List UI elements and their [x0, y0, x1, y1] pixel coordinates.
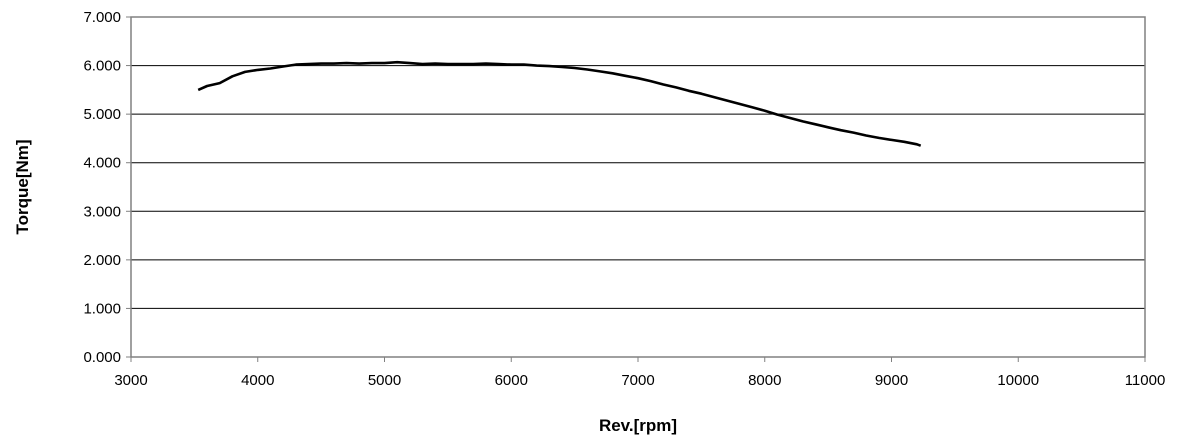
- y-tick-label: 1.000: [83, 300, 121, 317]
- x-axis-title: Rev.[rpm]: [599, 416, 677, 435]
- x-tick-label: 11000: [1125, 372, 1166, 389]
- y-tick-label: 4.000: [83, 155, 121, 172]
- y-tick-label: 0.000: [83, 349, 121, 366]
- x-tick-label: 5000: [368, 372, 401, 389]
- y-tick-label: 5.000: [83, 106, 121, 123]
- y-axis-title: Torque[Nm]: [13, 139, 32, 234]
- y-tick-label: 7.000: [83, 9, 121, 26]
- x-tick-label: 3000: [114, 372, 147, 389]
- x-tick-label: 8000: [748, 372, 781, 389]
- x-tick-label: 4000: [241, 372, 274, 389]
- x-tick-label: 9000: [875, 372, 908, 389]
- x-axis-ticks: 3000 4000 5000 6000 7000 8000 9000 10000 11000: [114, 357, 1165, 389]
- plot-area-frame: [130, 16, 1146, 358]
- series-line: [197, 60, 922, 147]
- gridlines: [131, 65, 1145, 309]
- y-axis-ticks: 0.000 1.000 2.000 3.000 4.000 5.000 6.000 7.000: [83, 9, 131, 366]
- series-layer: [197, 60, 922, 147]
- y-tick-label: 3.000: [83, 203, 121, 220]
- y-tick-label: 2.000: [83, 252, 121, 269]
- y-tick-label: 6.000: [83, 58, 121, 75]
- x-tick-label: 7000: [621, 372, 654, 389]
- x-tick-label: 10000: [997, 372, 1039, 389]
- x-tick-label: 6000: [495, 372, 528, 389]
